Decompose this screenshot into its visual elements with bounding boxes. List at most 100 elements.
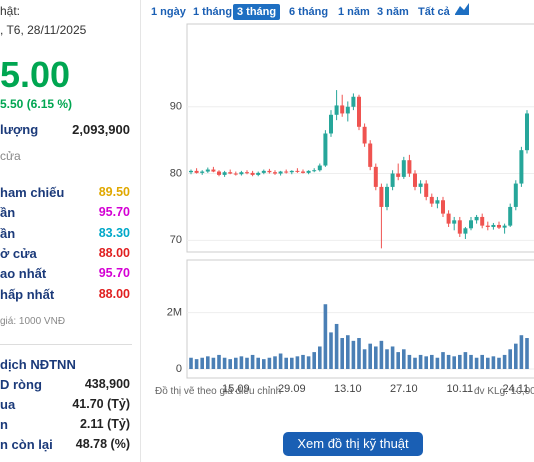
volume-bar — [323, 304, 328, 369]
volume-bar — [525, 338, 529, 369]
row-value: 89.50 — [98, 185, 130, 199]
volume-bar — [189, 357, 193, 369]
tech-chart-button[interactable]: Xem đồ thị kỹ thuật — [283, 432, 423, 456]
candle-body — [497, 224, 501, 228]
row-label: ở cửa — [0, 245, 37, 261]
candle-body — [329, 114, 333, 134]
footer-unit: đv KLg: 10,00 — [474, 386, 534, 397]
y-tick-label: 2M — [167, 307, 182, 319]
volume-bar — [351, 340, 356, 369]
chart-icon — [455, 3, 469, 15]
volume-bar — [446, 354, 451, 369]
volume-bar — [463, 352, 468, 369]
row-value: 88.00 — [98, 245, 130, 260]
volume-bar — [458, 354, 462, 369]
candle-body — [340, 105, 345, 114]
candle-body — [317, 165, 322, 171]
row-value: 95.70 — [98, 205, 130, 220]
volume-bar — [194, 359, 199, 369]
divider — [0, 344, 132, 345]
candle-body — [418, 183, 423, 187]
candle-body — [441, 200, 445, 214]
candle-body — [513, 183, 518, 207]
candle-body — [284, 171, 289, 173]
volume-bar — [234, 357, 238, 369]
candle-body — [362, 126, 367, 144]
candle-body — [373, 166, 378, 187]
volume-bar — [390, 346, 395, 369]
row-label: ham chiếu — [0, 185, 65, 200]
volume-bar — [329, 332, 333, 369]
volume-bar — [340, 338, 344, 369]
row-value: 88.00 — [98, 286, 130, 301]
volume-bar — [250, 354, 255, 369]
volume-bar — [362, 349, 367, 369]
candle-body — [491, 224, 496, 227]
volume-bar — [430, 354, 434, 369]
candle-body — [289, 170, 294, 173]
volume-bar — [374, 346, 378, 369]
candle-body — [407, 160, 412, 174]
row-value: 95.70 — [98, 266, 130, 281]
foreign-label: ua — [0, 397, 16, 412]
volume-bar — [497, 357, 501, 369]
updated-date: , T6, 28/11/2025 — [0, 23, 87, 37]
candle-body — [228, 172, 233, 174]
candle-body — [469, 220, 473, 229]
candle-body — [239, 172, 244, 175]
volume-bar — [206, 356, 210, 369]
volume-bar — [441, 352, 445, 369]
foreign-title: dịch NĐTNN — [0, 357, 76, 372]
foreign-label: D ròng — [0, 377, 42, 392]
foreign-value: 2.11 (Tỷ) — [79, 417, 130, 431]
candle-body — [463, 228, 468, 234]
range-tab[interactable]: Tất cả — [418, 6, 450, 18]
candle-body — [323, 133, 328, 166]
volume-bar — [273, 356, 277, 369]
volume-bar — [418, 354, 423, 369]
range-tab[interactable]: 3 năm — [377, 6, 409, 18]
change: 5.50 (6.15 %) — [0, 97, 73, 111]
candle-body — [273, 172, 277, 174]
footer-note: Đồ thị vẽ theo giá điều chỉnh — [155, 386, 282, 397]
candle-body — [446, 213, 451, 224]
volume-bar — [222, 357, 227, 369]
candle-body — [424, 183, 429, 197]
row-label: ần — [0, 225, 16, 241]
row-label: ần — [0, 205, 16, 221]
candle-body — [261, 170, 266, 173]
volume-bar — [357, 338, 361, 369]
range-tab[interactable]: 1 năm — [338, 6, 370, 18]
volume-bar — [334, 323, 339, 369]
candle-body — [312, 170, 317, 172]
foreign-label: n — [0, 417, 8, 432]
x-tick-label: 27.10 — [390, 383, 418, 395]
volume-bar — [228, 359, 232, 369]
volume-bar — [284, 357, 288, 369]
volume-bar — [295, 356, 300, 369]
candle-body — [194, 170, 199, 173]
candle-body — [519, 150, 524, 184]
volume-bar — [402, 349, 406, 369]
volume-bar — [452, 356, 456, 369]
volume-bar — [301, 354, 305, 369]
candle-body — [385, 186, 389, 207]
range-tab[interactable]: 3 tháng — [233, 4, 281, 20]
candle-body — [452, 220, 457, 224]
candle-body — [502, 225, 507, 228]
candle-body — [480, 216, 485, 226]
updated-label: hật: — [0, 4, 21, 18]
x-tick-label: 24.11 — [502, 383, 529, 395]
volume-bar — [519, 335, 524, 369]
volume-bar — [245, 357, 249, 369]
volume-bar — [413, 357, 417, 369]
range-tab[interactable]: 1 tháng — [193, 6, 233, 18]
separator — [140, 0, 141, 462]
range-tab[interactable]: 6 tháng — [289, 6, 329, 18]
range-tab[interactable]: 1 ngày — [151, 6, 186, 18]
candle-body — [250, 172, 255, 175]
volume-bar — [256, 357, 260, 369]
candle-body — [457, 220, 462, 234]
